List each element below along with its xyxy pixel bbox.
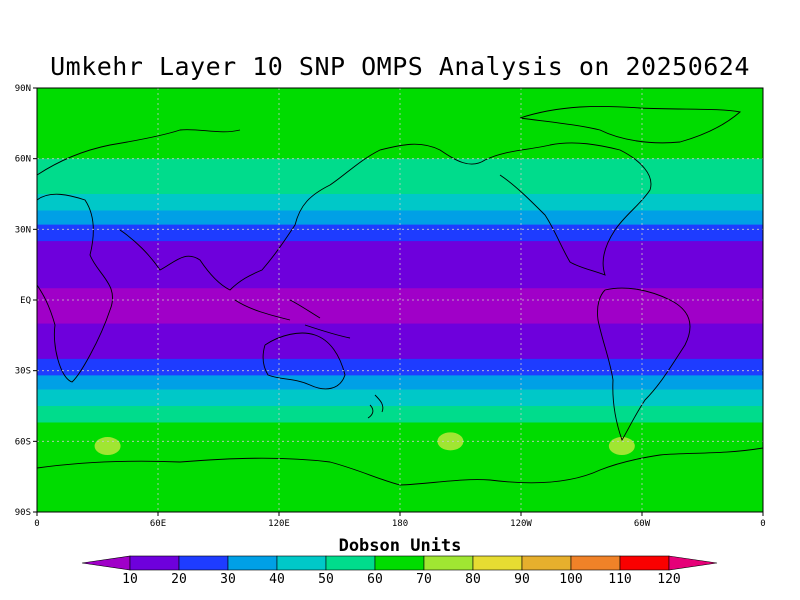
coastline-europe <box>37 129 241 176</box>
colorbar-level-label: 90 <box>514 572 530 587</box>
coastline-north-america <box>484 142 652 276</box>
x-tick-label: 0 <box>760 519 765 529</box>
y-tick-label: 60N <box>15 155 31 165</box>
colorbar-label: Dobson Units <box>338 536 462 556</box>
colorbar: 10 20 30 40 50 60 70 80 90 100 110 120 <box>81 555 718 587</box>
x-tick-label: 120E <box>268 519 290 529</box>
y-tick-label: 90S <box>15 508 31 518</box>
colorbar-max-arrow <box>668 555 718 571</box>
x-tick-label: 60W <box>634 519 651 529</box>
y-tick-label: EQ <box>20 296 31 306</box>
chart-title: Umkehr Layer 10 SNP OMPS Analysis on 202… <box>50 52 750 81</box>
coastline-south-america <box>597 287 691 442</box>
coastline-asia <box>119 143 486 291</box>
colorbar-level-label: 70 <box>416 572 432 587</box>
colorbar-level-label: 120 <box>657 572 680 587</box>
colorbar-box <box>276 555 327 571</box>
colorbar-box <box>570 555 621 571</box>
colorbar-box <box>178 555 229 571</box>
colorbar-level-label: 30 <box>220 572 236 587</box>
colorbar-box <box>374 555 425 571</box>
contour-band-9 <box>37 375 763 391</box>
colorbar-level-label: 110 <box>608 572 631 587</box>
coastline-indonesia <box>234 299 351 339</box>
coastline-greenland <box>519 105 741 144</box>
colorbar-min-arrow <box>81 555 131 571</box>
contour-band-8 <box>37 358 763 376</box>
y-tick-label: 30N <box>15 225 31 235</box>
coastline-layer <box>37 105 763 486</box>
colorbar-box <box>472 555 523 571</box>
colorbar-level-label: 60 <box>367 572 383 587</box>
colorbar-level-label: 40 <box>269 572 285 587</box>
axis-tick-labels: 0 60E 120E 180 120W 60W 0 90N 60N 30N EQ 30S 60S 90S <box>15 84 766 529</box>
y-tick-label: 30S <box>15 367 31 377</box>
colorbar-box <box>521 555 572 571</box>
colorbar-box <box>423 555 474 571</box>
contour-band-12 <box>37 422 763 512</box>
colorbar-box <box>129 555 180 571</box>
x-tick-label: 0 <box>34 519 39 529</box>
colorbar-level-label: 80 <box>465 572 481 587</box>
contour-band-2 <box>37 194 763 211</box>
colorbar-level-label: 10 <box>122 572 138 587</box>
local-maximum-0 <box>94 437 121 456</box>
contour-band-3 <box>37 210 763 226</box>
y-tick-label: 60S <box>15 437 31 447</box>
coastline-australia <box>262 332 346 390</box>
x-tick-label: 60E <box>150 519 166 529</box>
colorbar-box <box>619 555 670 571</box>
coastline-africa <box>37 193 113 383</box>
coastline-new-zealand <box>367 394 384 419</box>
x-tick-label: 120W <box>510 519 532 529</box>
coastline-antarctica <box>37 447 763 486</box>
graticule-layer <box>37 88 763 512</box>
x-tick-label: 180 <box>392 519 408 529</box>
y-tick-label: 90N <box>15 84 31 94</box>
colorbar-level-label: 100 <box>559 572 582 587</box>
colorbar-level-label: 20 <box>171 572 187 587</box>
colorbar-box <box>325 555 376 571</box>
local-maximum-1 <box>437 432 464 451</box>
colorbar-level-label: 50 <box>318 572 334 587</box>
colorbar-box <box>227 555 278 571</box>
